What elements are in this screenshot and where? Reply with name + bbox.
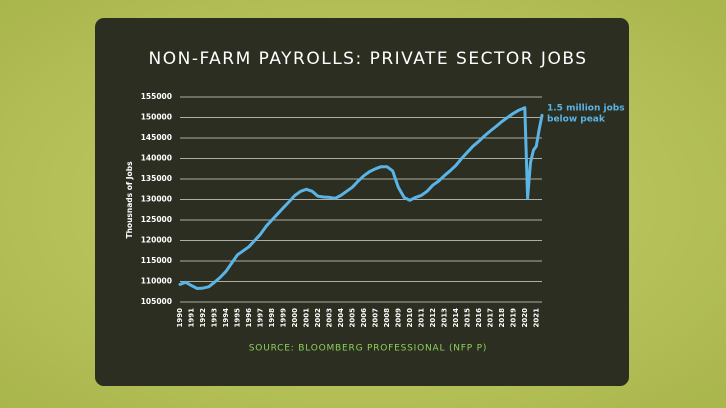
y-tick-label: 115000	[141, 256, 172, 265]
x-tick-label: 2002	[314, 308, 322, 328]
x-tick-label: 1990	[176, 308, 184, 328]
y-tick-label: 145000	[141, 133, 172, 142]
y-tick-label: 110000	[141, 277, 172, 286]
x-tick-label: 1996	[245, 308, 253, 328]
y-tick-label: 125000	[141, 215, 172, 224]
x-tick-label: 1991	[187, 308, 195, 328]
x-tick-label: 2020	[521, 308, 529, 328]
y-tick-label: 135000	[141, 174, 172, 183]
x-tick-label: 2004	[337, 308, 345, 328]
x-tick-label: 2000	[291, 308, 299, 328]
x-tick-label: 1993	[210, 308, 218, 328]
x-tick-label: 2003	[325, 308, 333, 328]
x-tick-label: 2015	[463, 308, 471, 328]
x-tick-label: 2011	[417, 308, 425, 328]
y-tick-label: 155000	[141, 92, 172, 101]
x-tick-label: 1994	[222, 308, 230, 328]
x-tick-label: 2012	[429, 308, 437, 328]
line	[178, 106, 544, 290]
x-tick-label: 2005	[348, 308, 356, 328]
x-tick-label: 2009	[394, 308, 402, 328]
x-tick-label: 2017	[486, 308, 494, 328]
x-tick-label: 1998	[268, 308, 276, 328]
y-tick-label: 130000	[141, 195, 172, 204]
source: SOURCE: BLOOMBERG PROFESSIONAL (NFP P)	[249, 344, 487, 354]
x-tick-label: 2007	[371, 308, 379, 328]
x-tick-label: 2018	[498, 308, 506, 328]
panel	[95, 18, 629, 386]
x-tick-label: 2016	[475, 308, 483, 328]
x-tick-label: 2021	[532, 308, 540, 328]
y-tick-label: 105000	[141, 297, 172, 306]
x-tick-label: 1997	[256, 308, 264, 328]
annotation: below peak	[547, 115, 606, 125]
y-tick-label: 120000	[141, 236, 172, 245]
x-tick-label: 2001	[302, 308, 310, 328]
chart-title: NON-FARM PAYROLLS: PRIVATE SECTOR JOBS	[149, 49, 588, 69]
y-axis-label: Thousnads of Jobs	[125, 161, 134, 239]
x-tick-label: 2019	[509, 308, 517, 328]
x-tick-label: 2014	[452, 308, 460, 328]
x-tick-label: 1999	[279, 308, 287, 328]
x-tick-label: 2013	[440, 308, 448, 328]
annotation: 1.5 million jobs	[547, 104, 625, 114]
x-tick-label: 2010	[406, 308, 414, 328]
y-tick-label: 150000	[141, 113, 172, 122]
x-tick-label: 2006	[360, 308, 368, 328]
y-tick-label: 140000	[141, 154, 172, 163]
x-tick-label: 1995	[233, 308, 241, 328]
x-tick-label: 1992	[199, 308, 207, 328]
x-tick-label: 2008	[383, 308, 391, 328]
